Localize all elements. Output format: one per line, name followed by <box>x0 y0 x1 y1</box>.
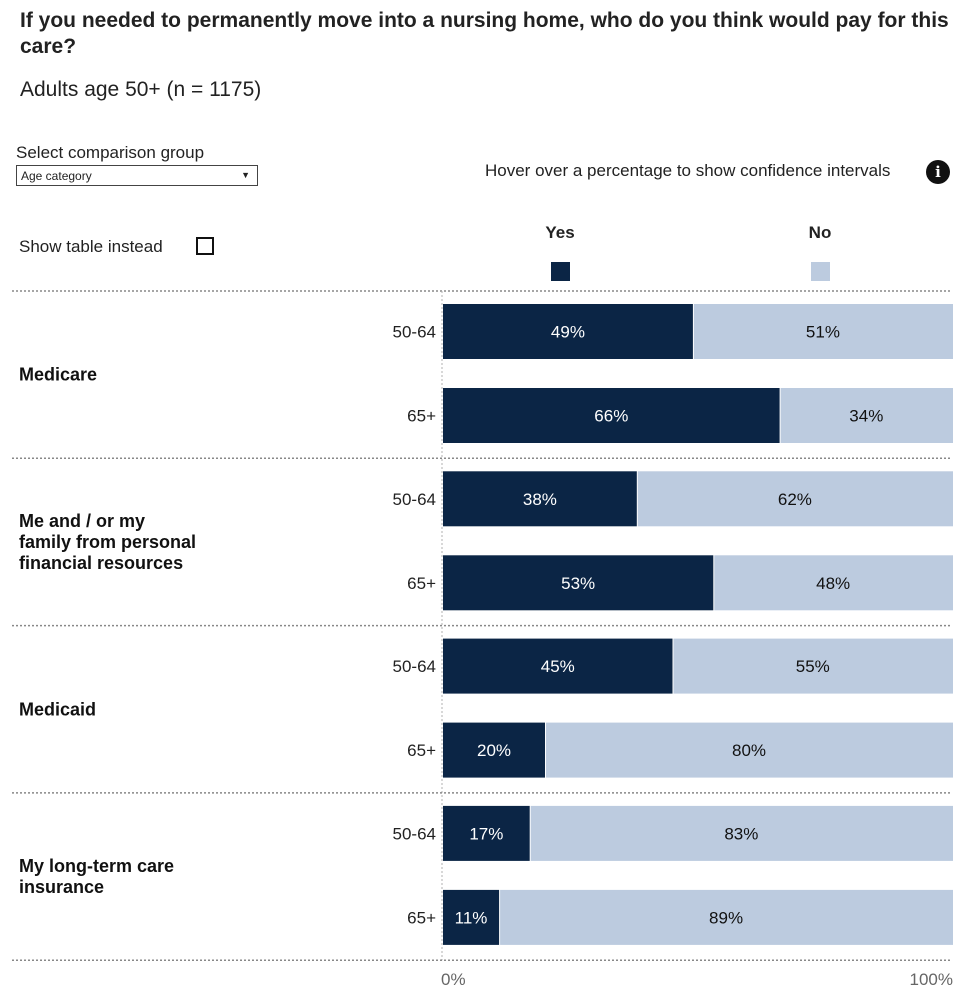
bar-yes <box>443 471 637 527</box>
row-label: 65+ <box>407 908 436 927</box>
bar-yes-label: 11% <box>455 908 488 927</box>
axis-tick-min: 0% <box>441 970 466 989</box>
bar-no-label: 62% <box>778 490 812 509</box>
bar-yes-label: 66% <box>594 407 628 426</box>
category-label: Me and / or my family from personal financ… <box>19 511 196 573</box>
bar-yes <box>443 388 780 443</box>
bar-no-label: 48% <box>816 574 850 593</box>
info-icon[interactable]: i <box>926 160 950 184</box>
row-label: 50-64 <box>393 824 436 843</box>
bar-yes <box>443 555 714 611</box>
comparison-group-label: Select comparison group <box>16 143 205 162</box>
bar-yes <box>443 304 693 359</box>
bar-no <box>673 638 953 694</box>
bar-no <box>546 722 953 778</box>
bar-yes <box>443 889 500 945</box>
axis-tick-max: 100% <box>910 970 953 989</box>
chart-title: If you needed to permanently move into a… <box>20 9 949 58</box>
bar-no-label: 34% <box>849 407 883 426</box>
category-label: My long-term care insurance <box>19 856 174 897</box>
bar-no <box>530 805 953 861</box>
bar-yes <box>443 638 673 694</box>
bar-no-label: 80% <box>732 741 766 760</box>
row-label: 50-64 <box>393 657 436 676</box>
bar-yes-label: 17% <box>469 824 503 843</box>
bar-yes <box>443 722 545 778</box>
show-table-checkbox[interactable] <box>196 237 214 255</box>
legend-swatch-no <box>811 262 830 281</box>
bar-no <box>693 304 953 359</box>
bar-yes-label: 45% <box>541 657 575 676</box>
chart-subtitle: Adults age 50+ (n = 1175) <box>20 78 262 101</box>
comparison-group-select[interactable]: Age category ▼ <box>16 165 258 186</box>
bar-no <box>780 388 953 443</box>
row-label: 65+ <box>407 407 436 426</box>
bar-yes-label: 20% <box>477 741 511 760</box>
bar-no <box>500 889 953 945</box>
bar-yes <box>443 805 530 861</box>
legend-label-no: No <box>808 223 832 242</box>
bar-no-label: 51% <box>806 323 840 342</box>
row-label: 50-64 <box>393 490 436 509</box>
bar-no-label: 89% <box>709 908 743 927</box>
legend-swatch-yes <box>551 262 570 281</box>
row-label: 65+ <box>407 574 436 593</box>
bar-no <box>714 555 953 611</box>
comparison-group-value: Age category <box>21 169 92 183</box>
bar-no-label: 55% <box>796 657 830 676</box>
bar-yes-label: 49% <box>551 323 585 342</box>
bar-yes-label: 38% <box>523 490 557 509</box>
show-table-label: Show table instead <box>19 237 163 256</box>
hover-hint-text: Hover over a percentage to show confiden… <box>485 161 891 180</box>
category-label: Medicaid <box>19 699 96 719</box>
bar-no-label: 83% <box>724 824 758 843</box>
chevron-down-icon: ▼ <box>241 170 250 180</box>
category-label: Medicare <box>19 365 97 385</box>
legend-label-yes: Yes <box>545 223 575 242</box>
row-label: 50-64 <box>393 323 436 342</box>
bar-no <box>637 471 953 527</box>
row-label: 65+ <box>407 741 436 760</box>
bar-yes-label: 53% <box>561 574 595 593</box>
